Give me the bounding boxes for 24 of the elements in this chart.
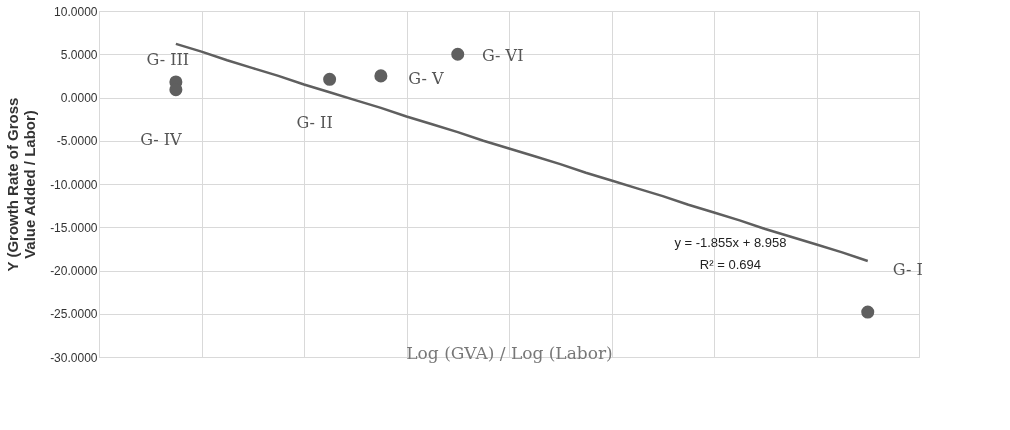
data-label: G- VI bbox=[482, 46, 524, 66]
y-tick-label: -10.0000 bbox=[50, 177, 98, 192]
y-tick-label: 10.0000 bbox=[54, 4, 98, 19]
point bbox=[323, 72, 337, 86]
annotation: R² = 0.694 bbox=[699, 257, 761, 273]
y-tick-label: -30.0000 bbox=[50, 350, 98, 365]
point bbox=[451, 47, 465, 61]
data-label: G- II bbox=[296, 113, 333, 133]
x-axis-title: Log (GVA) / Log (Labor) bbox=[406, 342, 613, 363]
data-label: G- IV bbox=[140, 129, 183, 149]
y-tick-label: -20.0000 bbox=[50, 264, 98, 278]
point bbox=[169, 83, 183, 97]
y-axis-title: Y (Growth Rate of Gross Value Added / Labor) bbox=[4, 97, 39, 272]
y-tick-label: -25.0000 bbox=[50, 307, 98, 322]
point bbox=[374, 69, 388, 83]
point bbox=[861, 305, 875, 319]
data-label: G- III bbox=[146, 49, 190, 69]
data-label: G- I bbox=[892, 260, 923, 280]
annotation: y = -1.855x + 8.958 bbox=[674, 234, 787, 250]
y-tick-label: 0.0000 bbox=[60, 91, 98, 105]
y-tick-label: -15.0000 bbox=[50, 220, 98, 235]
data-label: G- V bbox=[408, 68, 444, 88]
y-tick-label: 5.0000 bbox=[60, 47, 98, 62]
y-tick-label: -5.0000 bbox=[56, 134, 98, 149]
